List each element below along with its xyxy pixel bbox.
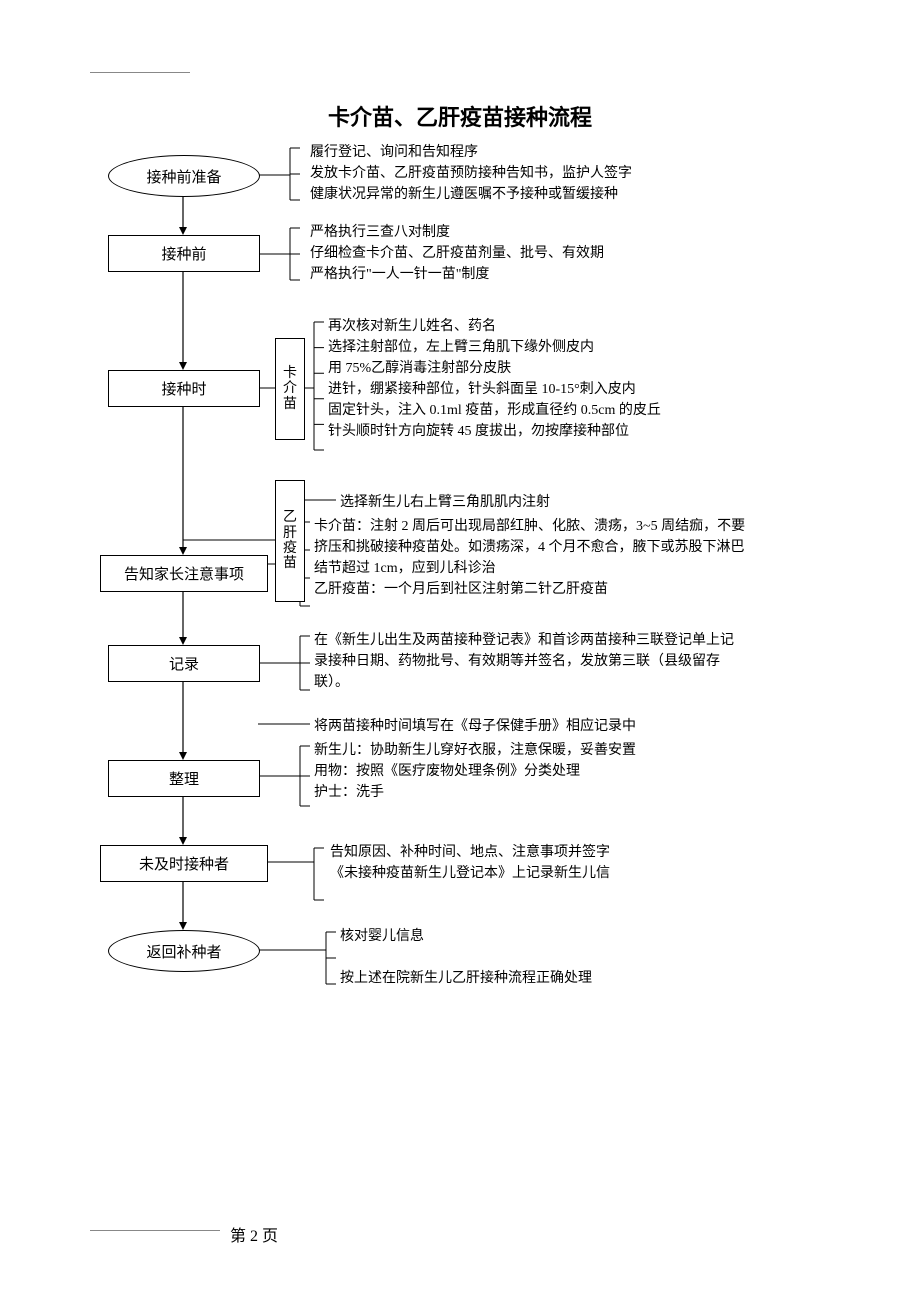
flow-node-prep: 接种前准备 xyxy=(108,155,260,197)
detail-line: 固定针头，注入 0.1ml 疫苗，形成直径约 0.5cm 的皮丘 xyxy=(328,400,661,421)
detail-line: 挤压和挑破接种疫苗处。如溃疡深，4 个月不愈合，腋下或苏股下淋巴 xyxy=(314,537,745,558)
detail-line: 发放卡介苗、乙肝疫苗预防接种告知书，监护人签字 xyxy=(310,163,632,184)
detail-line: 仔细检查卡介苗、乙肝疫苗剂量、批号、有效期 xyxy=(310,243,604,264)
detail-missed: 告知原因、补种时间、地点、注意事项并签字《未接种疫苗新生儿登记本》上记录新生儿信 xyxy=(330,842,610,884)
detail-prep: 履行登记、询问和告知程序发放卡介苗、乙肝疫苗预防接种告知书，监护人签字健康状况异… xyxy=(310,142,632,205)
detail-line: 护士：洗手 xyxy=(314,782,636,803)
detail-line: 严格执行"一人一针一苗"制度 xyxy=(310,264,604,285)
detail-line: 选择注射部位，左上臂三角肌下缘外侧皮内 xyxy=(328,337,661,358)
flow-node-tidy: 整理 xyxy=(108,760,260,797)
detail-line: 《未接种疫苗新生儿登记本》上记录新生儿信 xyxy=(330,863,610,884)
page-number: 第 2 页 xyxy=(230,1222,278,1246)
detail-line: 再次核对新生儿姓名、药名 xyxy=(328,316,661,337)
detail-line: 严格执行三查八对制度 xyxy=(310,222,604,243)
detail-line: 健康状况异常的新生儿遵医嘱不予接种或暂缓接种 xyxy=(310,184,632,205)
sub-node-hepb: 乙肝疫苗 xyxy=(275,480,305,602)
footer-rule xyxy=(90,1230,220,1231)
flow-node-return: 返回补种者 xyxy=(108,930,260,972)
flow-node-during: 接种时 xyxy=(108,370,260,407)
flow-node-inform: 告知家长注意事项 xyxy=(100,555,268,592)
detail-line: 新生儿：协助新生儿穿好衣服，注意保暖，妥善安置 xyxy=(314,740,636,761)
detail-hepb1: 选择新生儿右上臂三角肌肌内注射 xyxy=(340,492,550,513)
detail-line: 告知原因、补种时间、地点、注意事项并签字 xyxy=(330,842,610,863)
flow-node-before: 接种前 xyxy=(108,235,260,272)
detail-line: 针头顺时针方向旋转 45 度拔出，勿按摩接种部位 xyxy=(328,421,661,442)
detail-line: 用物：按照《医疗废物处理条例》分类处理 xyxy=(314,761,636,782)
detail-before: 严格执行三查八对制度仔细检查卡介苗、乙肝疫苗剂量、批号、有效期严格执行"一人一针… xyxy=(310,222,604,285)
detail-line: 卡介苗：注射 2 周后可出现局部红肿、化脓、溃疡，3~5 周结痂，不要 xyxy=(314,516,745,537)
detail-inform: 卡介苗：注射 2 周后可出现局部红肿、化脓、溃疡，3~5 周结痂，不要挤压和挑破… xyxy=(314,516,745,600)
detail-line: 选择新生儿右上臂三角肌肌内注射 xyxy=(340,492,550,513)
detail-line: 核对婴儿信息 xyxy=(340,926,592,947)
detail-line: 联）。 xyxy=(314,672,734,693)
detail-line: 用 75%乙醇消毒注射部分皮肤 xyxy=(328,358,661,379)
detail-line: 结节超过 1cm，应到儿科诊治 xyxy=(314,558,745,579)
detail-line: 履行登记、询问和告知程序 xyxy=(310,142,632,163)
detail-line: 乙肝疫苗：一个月后到社区注射第二针乙肝疫苗 xyxy=(314,579,745,600)
sub-node-bcg: 卡介苗 xyxy=(275,338,305,440)
detail-tidy: 新生儿：协助新生儿穿好衣服，注意保暖，妥善安置用物：按照《医疗废物处理条例》分类… xyxy=(314,740,636,803)
detail-return: 核对婴儿信息 按上述在院新生儿乙肝接种流程正确处理 xyxy=(340,926,592,989)
detail-line: 进针，绷紧接种部位，针头斜面呈 10-15°刺入皮内 xyxy=(328,379,661,400)
flow-node-record: 记录 xyxy=(108,645,260,682)
header-rule xyxy=(90,72,190,73)
detail-line: 在《新生儿出生及两苗接种登记表》和首诊两苗接种三联登记单上记 xyxy=(314,630,734,651)
detail-line: 将两苗接种时间填写在《母子保健手册》相应记录中 xyxy=(314,716,636,737)
detail-line: 录接种日期、药物批号、有效期等并签名，发放第三联（县级留存 xyxy=(314,651,734,672)
detail-record2: 将两苗接种时间填写在《母子保健手册》相应记录中 xyxy=(314,716,636,737)
detail-line xyxy=(340,947,592,968)
page-title: 卡介苗、乙肝疫苗接种流程 xyxy=(0,100,920,132)
detail-bcg: 再次核对新生儿姓名、药名选择注射部位，左上臂三角肌下缘外侧皮内用 75%乙醇消毒… xyxy=(328,316,661,442)
flow-node-missed: 未及时接种者 xyxy=(100,845,268,882)
detail-record: 在《新生儿出生及两苗接种登记表》和首诊两苗接种三联登记单上记录接种日期、药物批号… xyxy=(314,630,734,693)
detail-line: 按上述在院新生儿乙肝接种流程正确处理 xyxy=(340,968,592,989)
